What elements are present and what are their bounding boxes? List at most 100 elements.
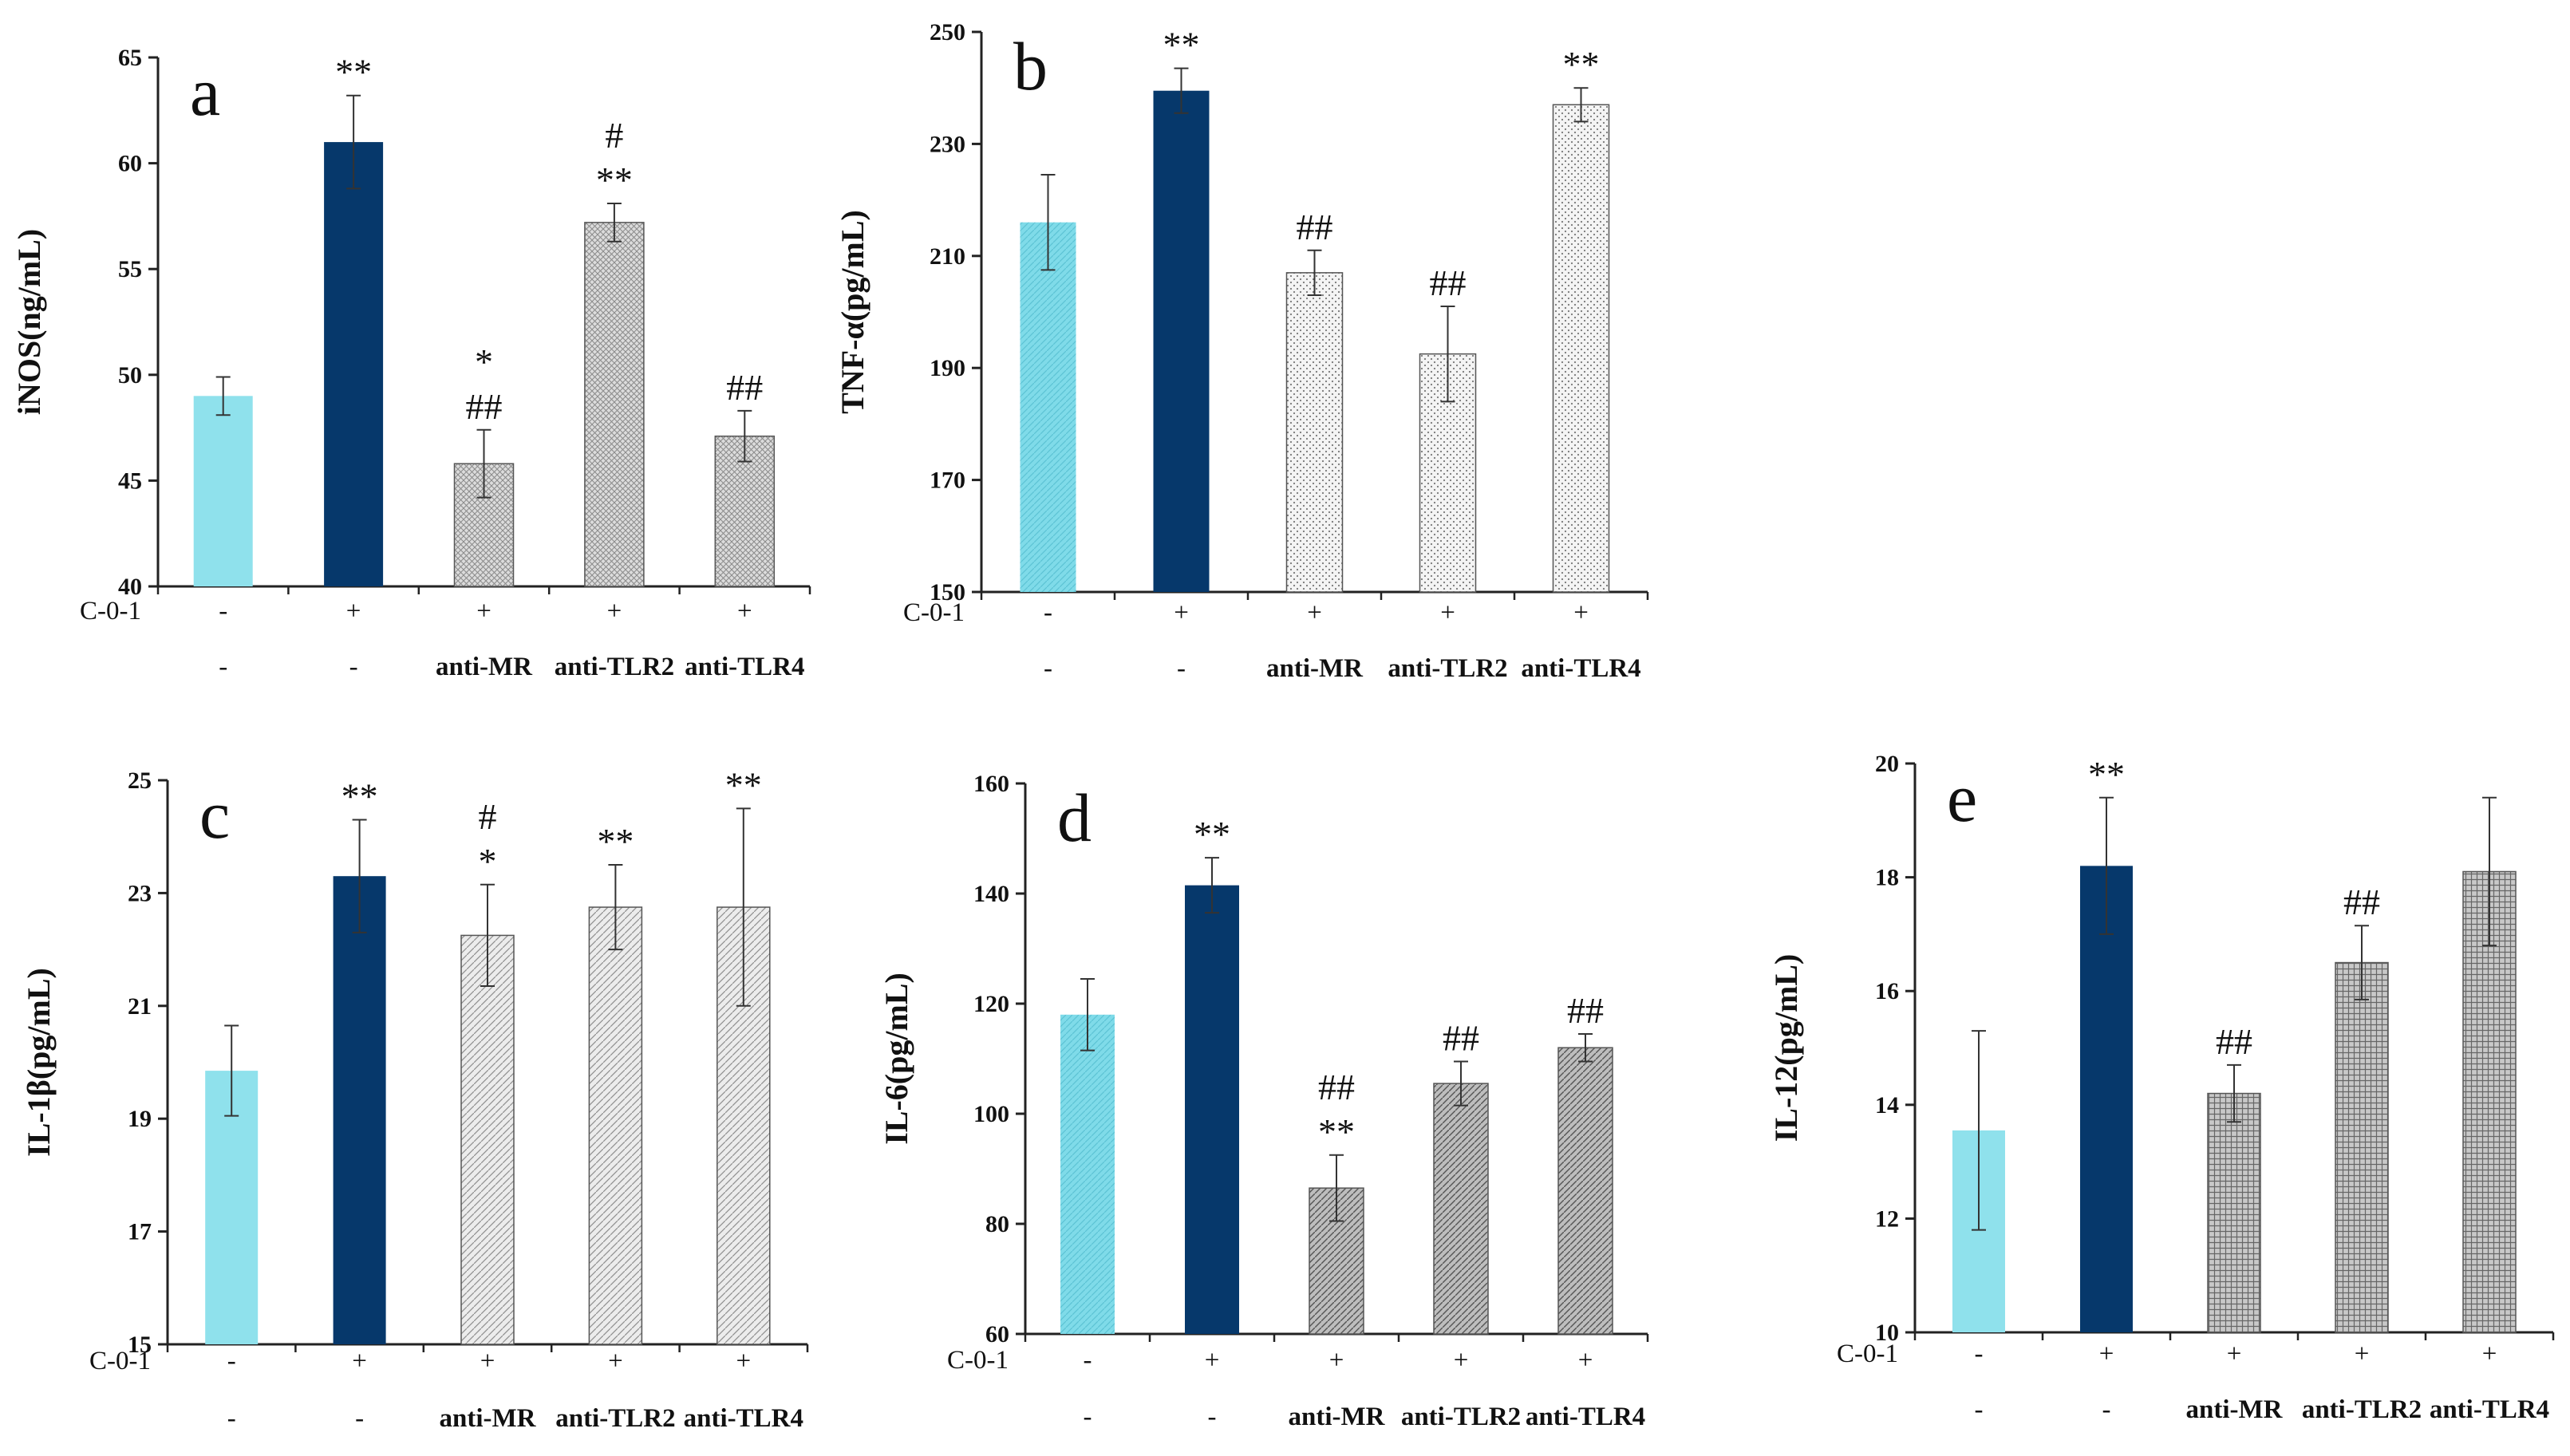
category-label-c-2: -: [355, 1404, 364, 1433]
category-label-c-4: anti-TLR2: [555, 1404, 675, 1433]
bar-a-2: [324, 142, 384, 586]
y-tick-label-e: 12: [1875, 1205, 1899, 1232]
category-label-b-1: -: [1044, 654, 1052, 683]
c01-sign-d-4: +: [1454, 1346, 1469, 1375]
panel-c: 15 17 19 21 23 25 IL-1β(pg/mL) c - - ** + - *# + anti-M…: [21, 764, 809, 1433]
category-label-b-5: anti-TLR4: [1521, 654, 1640, 683]
y-tick-label-e: 18: [1875, 865, 1899, 891]
category-label-c-3: anti-MR: [440, 1404, 537, 1433]
y-axis-label-d: IL-6(pg/mL): [878, 973, 914, 1145]
panel-letter-a: a: [190, 53, 220, 130]
bar-b-5: [1552, 104, 1610, 593]
category-label-e-3: anti-MR: [2186, 1395, 2284, 1424]
y-tick-label-b: 250: [930, 19, 965, 45]
bar-e-5: [2462, 870, 2517, 1333]
y-tick-label-c: 15: [128, 1332, 152, 1358]
y-tick-label-c: 21: [128, 993, 152, 1020]
y-tick-label-c: 19: [128, 1106, 152, 1132]
y-tick-label-a: 60: [118, 151, 142, 177]
c01-sign-b-1: -: [1044, 598, 1052, 627]
bar-c-4: [588, 906, 643, 1345]
category-label-e-2: -: [2102, 1395, 2111, 1424]
category-label-a-1: -: [219, 653, 227, 681]
bar-d-2: [1185, 885, 1239, 1334]
c01-sign-e-1: -: [1975, 1340, 1984, 1368]
significance-a-4-2: #: [605, 115, 623, 156]
significance-d-3-1: **: [1318, 1111, 1355, 1152]
y-tick-label-d: 160: [973, 771, 1009, 797]
c01-sign-c-1: -: [227, 1347, 236, 1375]
significance-b-4-1: ##: [1430, 262, 1467, 303]
y-tick-label-a: 50: [118, 362, 142, 389]
c01-sign-a-1: -: [219, 597, 227, 625]
c01-row-title-d: C-0-1: [947, 1346, 1009, 1375]
significance-c-2-1: **: [341, 775, 378, 816]
significance-a-4-1: **: [596, 160, 633, 200]
bar-a-4: [584, 222, 645, 587]
bar-d-1: [1060, 1014, 1115, 1334]
bar-e-4: [2335, 961, 2389, 1333]
bar-b-1: [1020, 222, 1076, 592]
y-tick-label-e: 16: [1875, 978, 1899, 1004]
y-tick-label-a: 45: [118, 468, 142, 494]
panel-letter-d: d: [1057, 779, 1092, 856]
category-label-c-5: anti-TLR4: [684, 1404, 803, 1433]
bar-b-2: [1153, 90, 1210, 592]
bar-a-1: [193, 396, 253, 586]
y-tick-label-c: 17: [128, 1219, 152, 1245]
y-tick-label-a: 65: [118, 45, 142, 71]
y-tick-label-b: 190: [930, 355, 965, 381]
significance-c-4-1: **: [597, 821, 634, 862]
bar-e-3: [2207, 1092, 2261, 1333]
category-label-d-5: anti-TLR4: [1526, 1403, 1645, 1431]
c01-sign-a-4: +: [607, 597, 622, 625]
category-label-e-1: -: [1975, 1395, 1984, 1424]
panel-letter-c: c: [199, 776, 230, 853]
y-axis-label-e: IL-12(pg/mL): [1768, 954, 1804, 1142]
c01-sign-b-4: +: [1440, 598, 1455, 627]
c01-row-title-b: C-0-1: [903, 598, 965, 627]
c01-sign-d-2: +: [1205, 1346, 1220, 1375]
c01-sign-b-3: +: [1307, 598, 1322, 627]
c01-sign-d-3: +: [1329, 1346, 1344, 1375]
y-tick-label-c: 25: [128, 767, 152, 794]
category-label-a-5: anti-TLR4: [685, 653, 804, 681]
y-tick-label-d: 60: [985, 1321, 1009, 1347]
panel-letter-e: e: [1947, 760, 1977, 836]
c01-sign-d-1: -: [1084, 1346, 1092, 1375]
significance-a-3-1: ##: [466, 386, 503, 427]
category-label-c-1: -: [227, 1404, 236, 1433]
c01-sign-d-5: +: [1578, 1346, 1593, 1375]
c01-sign-b-5: +: [1573, 598, 1589, 627]
category-label-b-4: anti-TLR2: [1388, 654, 1507, 683]
c01-sign-c-5: +: [736, 1347, 751, 1375]
significance-a-3-2: *: [475, 341, 493, 382]
significance-e-3-1: ##: [2216, 1021, 2252, 1062]
y-tick-label-b: 210: [930, 243, 965, 270]
category-label-d-3: anti-MR: [1289, 1403, 1386, 1431]
y-tick-label-b: 170: [930, 468, 965, 494]
y-tick-label-e: 10: [1875, 1320, 1899, 1346]
significance-d-5-1: ##: [1567, 990, 1604, 1031]
category-label-a-4: anti-TLR2: [555, 653, 674, 681]
category-label-d-4: anti-TLR2: [1401, 1403, 1521, 1431]
y-axis-label-c: IL-1β(pg/mL): [21, 968, 57, 1157]
y-tick-label-e: 14: [1875, 1092, 1899, 1119]
c01-sign-a-2: +: [346, 597, 361, 625]
significance-c-3-2: #: [479, 796, 497, 837]
significance-d-4-1: ##: [1443, 1017, 1479, 1058]
y-tick-label-d: 120: [973, 991, 1009, 1017]
bar-d-5: [1557, 1047, 1613, 1335]
bar-b-3: [1285, 272, 1344, 593]
significance-a-2-1: **: [335, 52, 372, 93]
c01-sign-e-5: +: [2482, 1340, 2497, 1368]
c01-sign-c-2: +: [352, 1347, 367, 1375]
c01-sign-a-5: +: [737, 597, 752, 625]
c01-sign-c-3: +: [480, 1347, 495, 1375]
c01-sign-e-3: +: [2227, 1340, 2242, 1368]
significance-b-3-1: ##: [1297, 207, 1333, 247]
y-tick-label-c: 23: [128, 880, 152, 906]
significance-b-5-1: **: [1563, 44, 1600, 85]
significance-c-3-1: *: [479, 841, 497, 882]
